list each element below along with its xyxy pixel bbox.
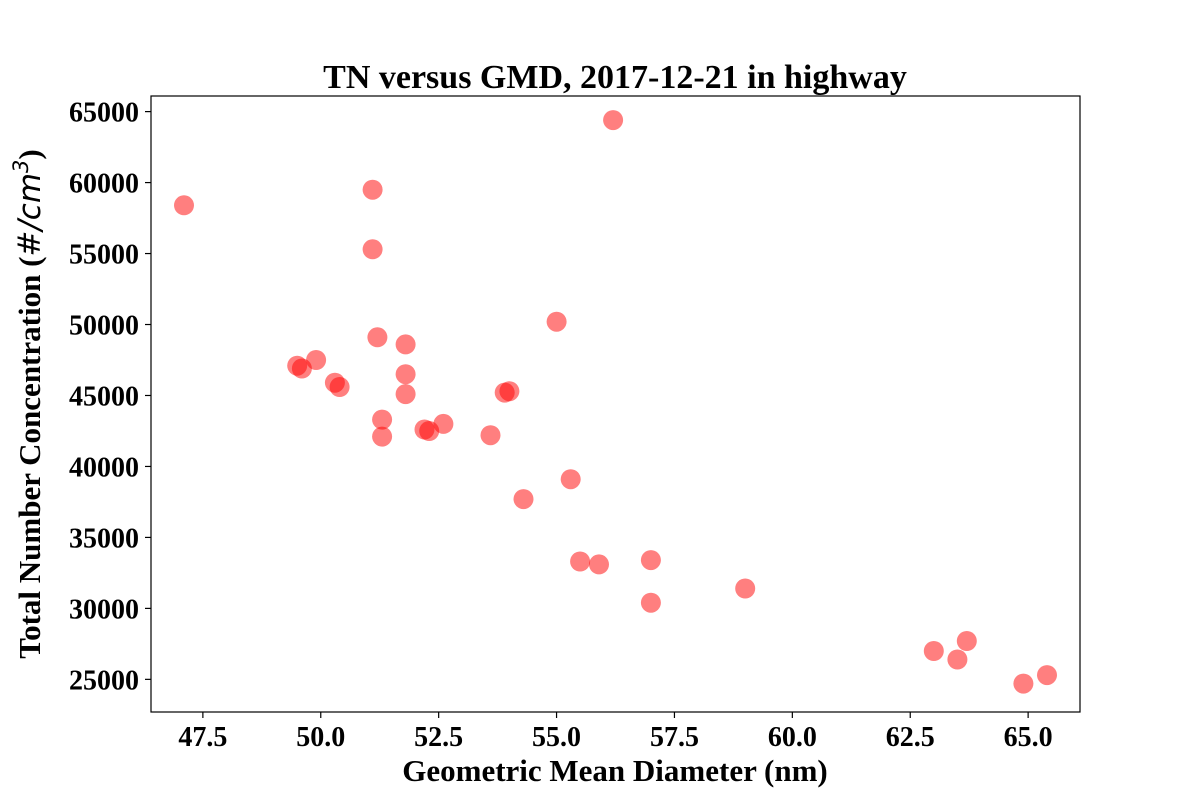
data-point: [329, 377, 350, 397]
x-tick-label: 47.5: [178, 722, 227, 753]
data-points: [174, 110, 1057, 694]
y-axis-label-unit: #/cm: [12, 173, 48, 257]
data-point: [947, 649, 968, 670]
data-point: [174, 195, 194, 216]
y-tick-label: 60000: [69, 169, 139, 200]
y-tick-label: 35000: [69, 523, 139, 554]
data-point: [306, 350, 327, 370]
data-point: [735, 578, 756, 599]
data-point: [923, 641, 944, 661]
x-tick-label: 65.0: [1004, 722, 1053, 753]
data-point: [372, 426, 393, 447]
y-axis-label: Total Number Concentration (#/cm3): [9, 149, 48, 659]
y-tick-label: 50000: [69, 311, 139, 342]
y-axis-label-main: Total Number Concentration (: [12, 257, 47, 659]
y-tick-label: 40000: [69, 452, 139, 483]
data-point: [362, 239, 383, 260]
y-axis-label-superscript: 3: [9, 160, 33, 173]
y-tick-label: 65000: [69, 98, 139, 129]
data-point: [480, 425, 501, 446]
data-point: [546, 311, 567, 332]
chart-title: TN versus GMD, 2017-12-21 in highway: [323, 59, 907, 96]
y-axis-label-close: ): [12, 149, 47, 159]
data-point: [513, 489, 534, 510]
data-point: [1013, 673, 1034, 694]
x-tick-label: 60.0: [768, 722, 817, 753]
data-point: [395, 384, 416, 405]
x-axis-ticks: 47.5 50.0 52.5 55.0 57.5 60.0 62.5 65.0: [178, 712, 1053, 753]
y-tick-label: 30000: [69, 594, 139, 625]
data-point: [956, 631, 977, 651]
y-tick-label: 45000: [69, 381, 139, 412]
data-point: [499, 381, 520, 402]
data-point: [570, 551, 591, 572]
x-tick-label: 50.0: [296, 722, 345, 753]
x-tick-label: 55.0: [532, 722, 581, 753]
x-tick-label: 52.5: [414, 722, 463, 753]
y-tick-label: 25000: [69, 665, 139, 696]
data-point: [603, 110, 624, 131]
data-point: [362, 179, 383, 200]
data-point: [640, 550, 661, 571]
data-point: [395, 364, 416, 385]
data-point: [372, 409, 393, 430]
y-tick-label: 55000: [69, 240, 139, 271]
data-point: [395, 334, 416, 355]
plot-frame: [150, 95, 1081, 713]
x-tick-label: 62.5: [886, 722, 935, 753]
data-point: [589, 554, 609, 575]
data-point: [1037, 665, 1057, 686]
data-point: [433, 413, 454, 434]
y-axis-ticks: 25000 30000 35000 40000 45000 50000 55000 60000…: [69, 98, 151, 696]
x-tick-label: 57.5: [650, 722, 699, 753]
data-point: [367, 327, 388, 348]
data-point: [560, 469, 581, 490]
x-axis-label: Geometric Mean Diameter (nm): [402, 753, 828, 788]
data-point: [640, 592, 661, 613]
